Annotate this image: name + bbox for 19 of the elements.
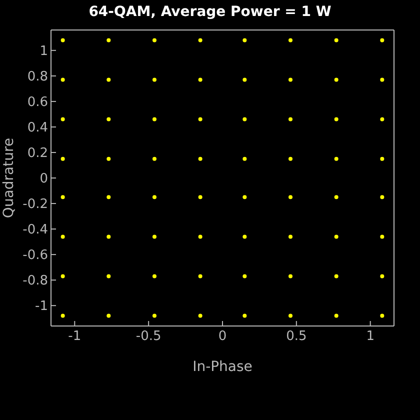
x-tick-label: 1 <box>366 329 374 344</box>
x-tick-label: -0.5 <box>136 329 162 344</box>
x-tick-label: 0 <box>218 329 227 344</box>
y-tick-label: 1 <box>40 44 48 60</box>
y-tick-label: 0.4 <box>27 120 48 136</box>
y-tick-label: 0.6 <box>27 95 48 110</box>
y-tick-label: -0.4 <box>22 222 48 238</box>
y-tick-label: 0.8 <box>27 70 48 85</box>
x-tick-label: -1 <box>68 329 82 344</box>
x-axis-title: In-Phase <box>192 359 252 375</box>
y-tick-label: -0.6 <box>22 248 48 264</box>
y-tick-label: 0 <box>40 172 48 187</box>
x-tick-label: 0.5 <box>286 329 307 344</box>
y-tick-label: -0.2 <box>22 197 48 212</box>
y-axis-title: Quadrature <box>0 138 17 218</box>
y-tick-label: -0.8 <box>22 274 48 289</box>
y-tick-label: 0.2 <box>27 146 48 162</box>
y-tick-label: -1 <box>35 299 48 314</box>
chart-title: 64-QAM, Average Power = 1 W <box>88 4 332 20</box>
